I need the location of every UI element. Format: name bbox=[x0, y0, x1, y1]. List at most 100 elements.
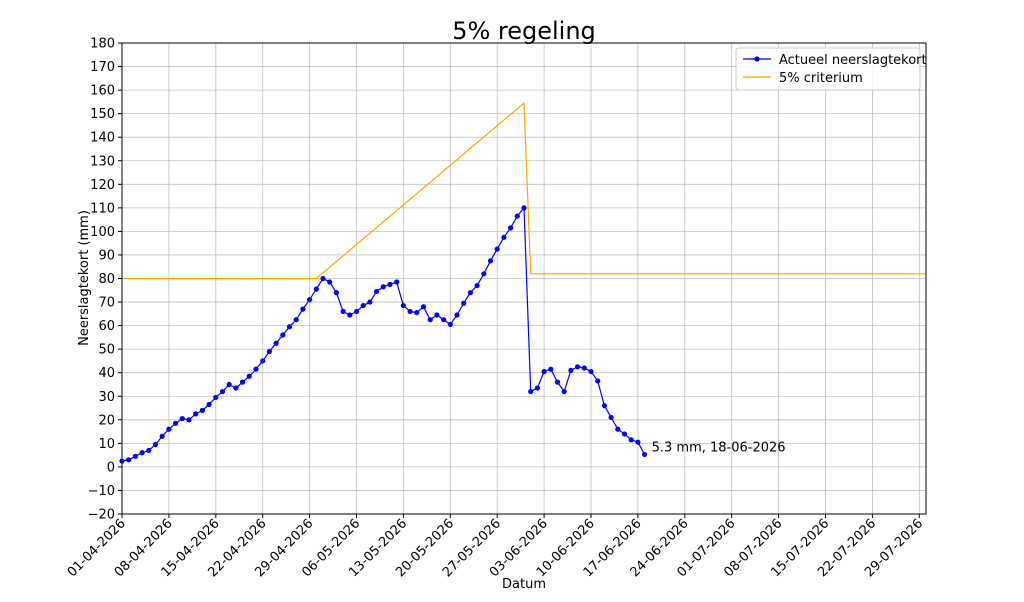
data-point bbox=[367, 299, 373, 305]
data-point bbox=[233, 385, 239, 391]
data-point bbox=[152, 441, 159, 448]
y-tick-label: 60 bbox=[98, 319, 115, 334]
data-point bbox=[642, 451, 648, 458]
data-point bbox=[226, 381, 232, 388]
data-point bbox=[253, 366, 259, 372]
data-point bbox=[427, 317, 433, 323]
data-point bbox=[300, 306, 306, 312]
data-point bbox=[206, 401, 212, 408]
data-point bbox=[246, 373, 252, 379]
series-line-criterium bbox=[122, 102, 926, 280]
data-point bbox=[508, 225, 514, 231]
y-tick-label: 180 bbox=[90, 37, 115, 52]
data-point bbox=[293, 317, 299, 323]
data-point bbox=[400, 302, 406, 309]
y-tick-label: 90 bbox=[98, 248, 115, 263]
data-point bbox=[441, 317, 447, 323]
data-point bbox=[347, 312, 353, 318]
data-point bbox=[581, 365, 587, 371]
data-point bbox=[146, 447, 152, 454]
data-point bbox=[575, 364, 581, 370]
data-point bbox=[320, 275, 326, 282]
data-point bbox=[374, 288, 380, 295]
data-point bbox=[186, 417, 192, 423]
data-point bbox=[260, 358, 266, 364]
data-point bbox=[541, 368, 547, 375]
y-tick-label: 100 bbox=[90, 225, 115, 240]
data-point bbox=[420, 304, 427, 310]
y-tick-label: 50 bbox=[98, 343, 115, 358]
legend-marker-actueel bbox=[754, 56, 760, 62]
data-point bbox=[521, 205, 527, 211]
y-axis-label: Neerslagtekort (mm) bbox=[77, 210, 92, 346]
data-point bbox=[340, 308, 346, 315]
data-point bbox=[434, 312, 440, 318]
y-tick-label: 70 bbox=[98, 296, 115, 311]
data-point bbox=[159, 433, 165, 439]
data-point bbox=[273, 340, 279, 346]
data-point bbox=[213, 394, 219, 401]
data-point bbox=[360, 302, 366, 309]
data-point bbox=[193, 411, 199, 417]
y-tick-label: −20 bbox=[88, 508, 115, 523]
data-point bbox=[166, 426, 172, 432]
series-line-actueel bbox=[121, 207, 646, 462]
data-point bbox=[266, 348, 272, 355]
legend-label-criterium: 5% criterium bbox=[779, 71, 863, 86]
data-point bbox=[387, 281, 393, 287]
y-tick-label: 130 bbox=[90, 154, 115, 169]
y-tick-label: −10 bbox=[88, 484, 115, 499]
data-point bbox=[534, 385, 541, 391]
y-tick-label: 170 bbox=[90, 60, 115, 75]
data-point bbox=[307, 297, 313, 303]
data-point bbox=[467, 290, 473, 296]
data-point bbox=[561, 388, 567, 395]
data-point bbox=[554, 379, 561, 385]
data-point bbox=[394, 279, 400, 285]
data-point bbox=[615, 426, 621, 432]
data-point bbox=[414, 310, 420, 316]
legend-box bbox=[735, 47, 921, 91]
data-point bbox=[454, 312, 460, 318]
data-point bbox=[608, 414, 614, 421]
legend-label-actueel: Actueel neerslagtekort bbox=[779, 53, 927, 68]
data-point bbox=[494, 246, 500, 252]
data-point bbox=[407, 308, 413, 315]
data-point bbox=[126, 457, 132, 463]
data-point bbox=[240, 379, 246, 385]
data-point bbox=[588, 368, 594, 375]
data-point bbox=[461, 300, 467, 306]
data-point bbox=[635, 439, 641, 445]
y-tick-label: 0 bbox=[107, 460, 115, 475]
data-point bbox=[173, 420, 179, 426]
data-point bbox=[313, 286, 319, 292]
data-point bbox=[447, 321, 453, 328]
y-axis: −20 −10 0 10 20 30 40 50 60 70 80 90 100 110 120 130 140… bbox=[88, 37, 122, 523]
legend: Actueel neerslagtekort 5% criterium bbox=[735, 47, 927, 91]
y-tick-label: 20 bbox=[98, 413, 115, 428]
data-point bbox=[501, 234, 507, 240]
y-tick-label: 40 bbox=[98, 366, 115, 381]
data-point bbox=[528, 388, 534, 395]
annotation-layer: 5.3 mm, 18-06-2026 bbox=[652, 440, 786, 455]
y-tick-label: 120 bbox=[90, 178, 115, 193]
chart-title: 5% regeling bbox=[452, 17, 596, 45]
data-point bbox=[595, 378, 601, 384]
data-point bbox=[199, 407, 205, 413]
y-tick-label: 10 bbox=[98, 437, 115, 452]
data-point bbox=[280, 332, 286, 338]
annotation-label: 5.3 mm, 18-06-2026 bbox=[652, 440, 786, 455]
x-axis-label: Datum bbox=[502, 577, 546, 592]
data-point bbox=[621, 431, 628, 437]
data-point bbox=[474, 282, 480, 289]
y-tick-label: 140 bbox=[90, 131, 115, 146]
y-tick-label: 150 bbox=[90, 107, 115, 122]
data-point bbox=[628, 437, 634, 443]
data-point bbox=[548, 366, 554, 372]
series-layer bbox=[119, 102, 926, 464]
y-tick-label: 30 bbox=[98, 390, 115, 405]
data-point bbox=[353, 308, 360, 315]
x-axis: 01-04-202608-04-202615-04-202622-04-2026… bbox=[65, 514, 926, 580]
data-point bbox=[219, 388, 226, 395]
